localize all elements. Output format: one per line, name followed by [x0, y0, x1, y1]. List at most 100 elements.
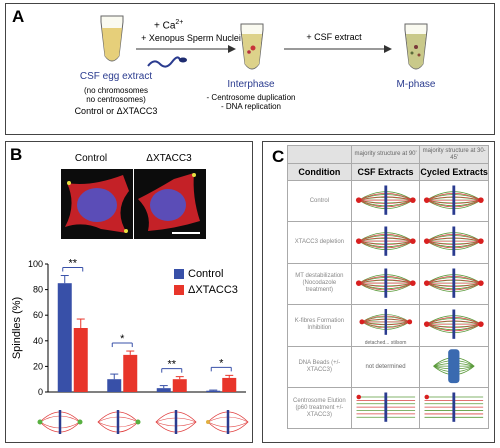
table-row: Centrosome Elution (p60 treatment +/- XT…: [287, 387, 489, 430]
y-tick-label: 80: [33, 285, 43, 295]
condition-cell: K-fibres Formation Inhibition: [287, 303, 352, 347]
bipolar-spindle-icon: [424, 268, 485, 298]
m-phase-title: M-phase: [396, 79, 436, 90]
panel-a-label: A: [12, 7, 25, 26]
condition-cell: Centrosome Elution (p60 treatment +/- XT…: [287, 387, 352, 430]
csf-extract-tube: [100, 15, 124, 62]
bipolar-spindle-icon: [359, 308, 412, 335]
csf-spindle-cell: [350, 387, 421, 430]
condition-cell: MT destabilization (Nocodazole treatment…: [287, 262, 352, 305]
table-row: MT destabilization (Nocodazole treatment…: [287, 262, 489, 305]
condition-cell: XTACC3 depletion: [287, 221, 352, 264]
significance-label: *: [219, 357, 224, 369]
csf-sub-3: Control or ΔXTACC3: [74, 106, 158, 116]
bar-control: [156, 388, 171, 392]
legend-delta-label: ΔXTACC3: [188, 284, 238, 296]
bipolar-spindle-icon: [355, 268, 416, 298]
legend-delta: ΔXTACC3: [174, 283, 254, 297]
bipolar-spindle-icon: [355, 185, 416, 215]
m-phase-tube: [404, 23, 428, 70]
table-row: Control: [287, 179, 489, 223]
y-tick-label: 20: [33, 361, 43, 371]
y-tick-label: 0: [38, 387, 43, 397]
cyc-spindle-cell: [419, 303, 489, 347]
acentrosomal-spindle-icon: [356, 392, 415, 422]
cyc-spindle-cell: [419, 387, 489, 430]
kfibre-note: detached... stilsom: [364, 339, 407, 346]
bipolar-spindle-icon: [37, 410, 83, 434]
header-csf-extracts: CSF Extracts: [350, 163, 421, 181]
csf-spindle-cell: [350, 262, 421, 305]
bar-delta: [172, 379, 187, 392]
control-micrograph: [61, 169, 133, 239]
acentrosomal-spindle-icon: [424, 392, 484, 422]
y-tick-label: 60: [33, 310, 43, 320]
top-csf-note: majority structure at 90': [350, 145, 421, 164]
sperm-icon: [147, 56, 187, 68]
panel-c: C majority structure at 90' majority str…: [262, 141, 495, 443]
cyc-spindle-cell: [419, 221, 489, 264]
ca-label: + Ca2+: [154, 18, 183, 31]
header-condition: Condition: [287, 163, 352, 181]
csf-sub-1: (no chromosomes: [83, 86, 149, 95]
y-tick-label: 40: [33, 336, 43, 346]
table-row: K-fibres Formation Inhibition detached..…: [287, 303, 489, 347]
legend-control-label: Control: [188, 268, 224, 280]
table-row: XTACC3 depletion: [287, 221, 489, 264]
table-row: DNA Beads (+/- XTACC3) not determined: [287, 345, 489, 389]
csf-spindle-cell: [350, 179, 421, 223]
significance-label: **: [68, 258, 77, 270]
bipolar-spindle-icon: [424, 309, 485, 340]
panel-a: A + Ca2+ + Xenopus Sperm Nuclei + CSF ex…: [5, 3, 495, 135]
bipolar-spindle-icon: [424, 185, 485, 215]
bar-delta: [73, 328, 88, 392]
bipolar-spindle-icon: [355, 226, 416, 257]
interphase-sub-1: - Centrosome duplication: [206, 93, 296, 102]
panel-b: B Control ΔXTACC3 0 20 40 60 80 100 Spindles (…: [5, 141, 253, 443]
ca-text: + Ca: [154, 20, 176, 32]
ca-superscript: 2+: [175, 19, 184, 26]
significance-label: **: [167, 359, 176, 371]
header-cycled-extracts: Cycled Extracts: [419, 163, 489, 181]
top-cyc-note: majority structure at 30-45': [419, 145, 489, 164]
bipolar-spindle-icon: [424, 226, 485, 257]
bar-control: [206, 390, 221, 392]
sperm-nuclei-label: + Xenopus Sperm Nuclei: [141, 33, 241, 43]
panel-c-label: C: [272, 147, 285, 166]
cyc-spindle-cell: [419, 179, 489, 223]
bar-delta: [222, 377, 237, 392]
image-label-delta: ΔXTACC3: [146, 153, 192, 164]
arrow-1: [136, 45, 236, 53]
csf-extract-arrow-label: + CSF extract: [306, 32, 362, 42]
image-label-control: Control: [74, 153, 108, 164]
conditions-table: majority structure at 90' majority struc…: [287, 145, 489, 430]
legend-control: Control: [174, 267, 254, 281]
cyc-spindle-cell: [419, 345, 489, 389]
legend: Control ΔXTACC3: [174, 267, 254, 297]
not-determined-cell: not determined: [350, 345, 421, 389]
condition-cell: DNA Beads (+/- XTACC3): [287, 345, 352, 389]
delta-micrograph: [134, 169, 206, 239]
bar-delta: [123, 354, 138, 392]
significance-label: *: [120, 333, 125, 345]
arrow-2: [284, 45, 392, 53]
condition-cell: Control: [287, 179, 352, 223]
disorganized-spindle-icon: [206, 410, 249, 434]
y-tick-label: 100: [28, 259, 43, 269]
multipolar-spindle-icon: [155, 410, 197, 434]
y-axis-label: Spindles (%): [11, 297, 23, 359]
panel-b-label: B: [10, 145, 23, 164]
interphase-tube: [240, 23, 264, 70]
dna-bead-spindle-icon: [433, 349, 475, 383]
cyc-spindle-cell: [419, 262, 489, 305]
bar-control: [57, 283, 72, 392]
csf-sub-2: no centrosomes): [86, 95, 146, 104]
csf-egg-extract-title: CSF egg extract: [79, 71, 153, 82]
legend-delta-swatch: [174, 285, 184, 295]
legend-control-swatch: [174, 269, 184, 279]
bar-control: [107, 379, 122, 392]
csf-spindle-cell: [350, 221, 421, 264]
top-spacer: [287, 145, 352, 164]
interphase-sub-2: - DNA replication: [220, 102, 282, 111]
